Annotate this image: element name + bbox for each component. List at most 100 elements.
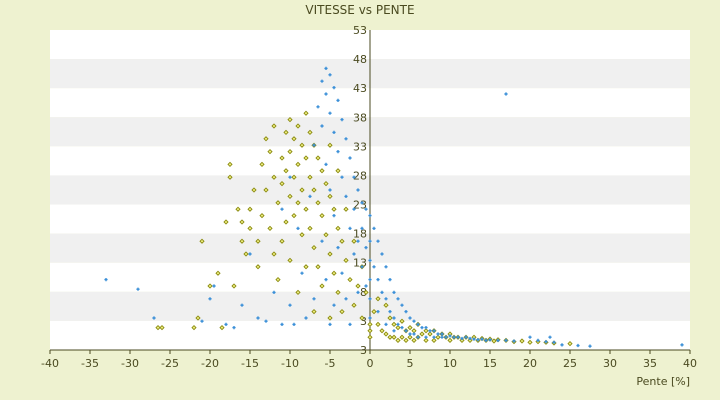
data-point-olive [287, 193, 293, 200]
data-point-blue [292, 322, 296, 326]
data-point-olive [383, 302, 389, 308]
y-tick-label: 23 [353, 199, 367, 212]
x-tick-label: 25 [563, 357, 577, 370]
data-point-olive [159, 324, 165, 331]
data-point-olive [339, 308, 345, 315]
data-point-blue [488, 338, 492, 342]
data-point-olive [263, 187, 269, 193]
data-point-olive [375, 296, 381, 302]
data-point-olive [363, 289, 369, 296]
data-point-olive [303, 155, 309, 161]
data-point-blue [396, 297, 400, 301]
data-point-olive [391, 321, 397, 328]
y-tick-label: 43 [353, 82, 367, 95]
data-point-olive [275, 276, 281, 283]
data-point-blue [352, 175, 356, 179]
data-point-olive [291, 136, 297, 142]
data-point-blue [368, 278, 372, 282]
data-point-blue [544, 340, 548, 344]
x-tick-label: -40 [41, 357, 59, 370]
data-point-blue [320, 79, 324, 83]
data-point-olive [319, 212, 325, 219]
data-point-olive [275, 200, 281, 206]
data-point-blue [464, 335, 468, 339]
data-point-blue [300, 271, 304, 275]
data-point-olive [267, 225, 273, 232]
data-point-olive [295, 200, 301, 206]
data-point-blue [360, 265, 364, 269]
data-point-blue [400, 303, 404, 307]
data-point-blue [384, 297, 388, 301]
data-point-olive [395, 324, 401, 331]
data-point-blue [368, 214, 372, 218]
x-tick-label: 10 [443, 357, 457, 370]
data-point-olive [311, 244, 317, 251]
data-point-olive [351, 302, 357, 308]
data-point-blue [340, 175, 344, 179]
data-point-blue [424, 326, 428, 330]
data-point-blue [408, 332, 412, 336]
data-point-blue [368, 316, 372, 320]
y-tick-label: 3 [360, 315, 367, 328]
data-point-blue [680, 343, 684, 347]
data-point-olive [343, 257, 349, 264]
data-point-olive [227, 174, 233, 180]
x-tick-label: 40 [683, 357, 697, 370]
data-point-blue [588, 344, 592, 348]
data-point-olive [283, 168, 289, 174]
data-points [104, 66, 684, 348]
data-point-olive [271, 174, 277, 180]
data-point-blue [576, 343, 580, 348]
data-point-blue [504, 92, 508, 96]
data-point-olive [323, 180, 329, 187]
data-point-blue [340, 271, 344, 275]
data-point-olive [335, 225, 341, 232]
data-point-olive [359, 315, 365, 321]
data-point-blue [472, 337, 476, 341]
data-point-blue [356, 290, 360, 294]
data-point-blue [388, 278, 392, 282]
data-point-olive [323, 232, 329, 238]
data-point-olive [347, 276, 353, 283]
data-point-blue [392, 316, 396, 320]
data-point-olive [459, 337, 465, 344]
data-point-olive [279, 155, 285, 161]
data-point-blue [368, 297, 372, 301]
data-point-blue [480, 337, 484, 341]
data-point-blue [468, 336, 472, 341]
data-point-blue [224, 322, 228, 326]
data-point-blue [392, 290, 396, 294]
data-point-olive [335, 289, 341, 296]
data-point-olive [423, 337, 429, 344]
data-point-olive [399, 334, 405, 340]
data-point-olive [399, 318, 405, 324]
x-axis-label: Pente [%] [636, 375, 690, 388]
y-tick-label: 28 [353, 169, 367, 182]
data-point-blue [372, 226, 376, 230]
data-point-blue [304, 316, 308, 320]
data-point-olive [195, 315, 201, 321]
data-point-olive [191, 324, 197, 331]
data-point-olive [283, 219, 289, 225]
data-point-blue [560, 343, 564, 347]
data-point-blue [332, 303, 336, 307]
x-tick-label: 15 [483, 357, 497, 370]
data-point-blue [484, 338, 488, 342]
x-tick-label: 5 [407, 357, 414, 370]
data-point-olive [295, 289, 301, 296]
data-point-olive [367, 334, 373, 340]
data-point-blue [356, 188, 360, 192]
data-point-blue [364, 207, 368, 211]
data-point-olive [447, 337, 453, 344]
data-point-blue [348, 226, 352, 230]
data-point-blue [356, 239, 360, 243]
data-point-olive [427, 331, 433, 337]
data-point-blue [428, 329, 432, 333]
data-point-blue [432, 335, 436, 339]
data-point-blue [368, 258, 372, 262]
data-point-olive [423, 328, 429, 334]
data-point-olive [287, 116, 293, 123]
data-point-olive [395, 337, 401, 344]
x-axis: -40 -35 -30 -25 -20 -15 -10 -5 0 5 10 15 20 25 30 35 40 [41, 30, 697, 370]
data-point-olive [307, 225, 313, 232]
